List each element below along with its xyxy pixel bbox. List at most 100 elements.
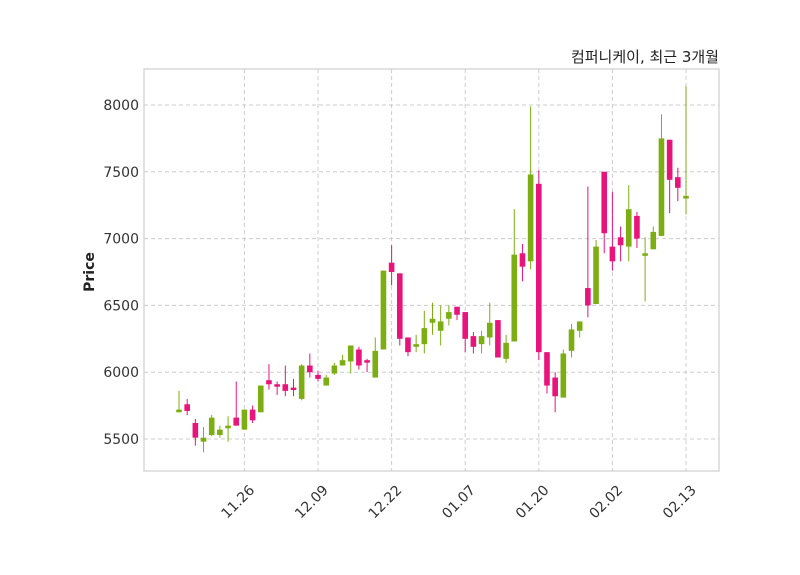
candle-body	[593, 246, 599, 305]
candle	[511, 209, 518, 342]
candle-body	[650, 231, 657, 250]
x-tick-label: 12.22	[366, 482, 406, 522]
candle-body	[544, 352, 550, 386]
candle	[290, 378, 297, 397]
candle-body	[307, 365, 313, 373]
candle-body	[437, 321, 444, 331]
candle	[593, 239, 599, 305]
candle-body	[217, 429, 223, 435]
candle	[274, 381, 280, 395]
candle	[282, 365, 289, 397]
candle	[429, 302, 436, 335]
candle	[413, 334, 419, 353]
candle-body	[617, 237, 624, 246]
candle	[683, 86, 689, 215]
candle-body	[683, 195, 689, 199]
candle	[634, 211, 640, 248]
candle	[257, 385, 264, 413]
candle-body	[536, 183, 542, 353]
candle	[585, 186, 591, 318]
candle-body	[585, 288, 591, 306]
y-axis-label: Price	[82, 252, 98, 292]
candle	[208, 414, 215, 437]
candle-body	[388, 262, 395, 272]
candle	[396, 273, 403, 346]
candle-body	[527, 174, 534, 262]
y-tick-label: 5500	[103, 432, 139, 448]
candle	[356, 346, 362, 370]
candle-body	[249, 409, 256, 421]
y-axis-ticks: 5500 6000 6500 7000 7500 8000	[103, 98, 139, 448]
candle	[560, 349, 567, 398]
candle-body	[478, 336, 485, 345]
candle-body	[642, 253, 648, 256]
candle-body	[347, 345, 354, 362]
candle	[176, 390, 182, 413]
candle	[347, 345, 354, 374]
x-tick-label: 12.09	[292, 482, 332, 522]
candle	[437, 305, 444, 346]
candle	[241, 409, 248, 430]
y-tick-label: 7000	[103, 232, 139, 248]
candle-body	[625, 209, 632, 247]
candle-body	[454, 306, 460, 315]
candle	[462, 312, 469, 353]
y-tick-label: 7500	[103, 165, 139, 181]
y-tick-label: 8000	[103, 98, 139, 114]
candle-body	[184, 404, 190, 411]
candle	[380, 270, 387, 350]
candle-body	[396, 273, 403, 339]
candle-body	[658, 138, 665, 236]
x-tick-label: 02.02	[586, 482, 626, 522]
candle	[470, 332, 477, 354]
candle-body	[176, 409, 182, 413]
candle-body	[323, 377, 329, 386]
x-tick-label: 02.13	[660, 482, 700, 522]
candle-body	[331, 365, 338, 374]
candle	[364, 358, 370, 373]
candle	[568, 324, 575, 358]
candle-body	[356, 349, 362, 366]
candle-body	[503, 342, 509, 359]
y-tick-label: 6000	[103, 365, 139, 381]
candle-body	[225, 425, 231, 429]
candle-body	[576, 321, 583, 331]
x-tick-label: 11.26	[219, 482, 259, 522]
candle-body	[233, 417, 240, 426]
x-tick-label: 01.07	[439, 482, 479, 522]
candle-body	[519, 253, 526, 267]
candle	[405, 337, 411, 357]
chart-title: 컴퍼니케이, 최근 3개월	[571, 48, 719, 66]
candle	[650, 226, 657, 250]
candle-body	[208, 417, 215, 435]
candle-body	[462, 312, 469, 339]
candle	[307, 353, 313, 378]
candle-body	[380, 270, 387, 350]
candle-body	[429, 318, 436, 323]
candle-body	[486, 322, 493, 338]
candle	[249, 405, 256, 423]
candle-body	[372, 350, 379, 378]
candle-body	[634, 215, 640, 239]
candle	[503, 334, 509, 363]
plot-area	[143, 68, 720, 472]
candle	[298, 364, 305, 401]
candle-body	[666, 139, 673, 180]
candle-body	[470, 336, 477, 347]
candle	[421, 310, 428, 354]
candle-body	[495, 320, 501, 358]
candle-body	[192, 422, 199, 438]
candle-body	[364, 360, 370, 363]
candle	[266, 364, 272, 390]
candle	[184, 398, 190, 415]
candle-body	[266, 380, 272, 385]
candle	[486, 302, 493, 346]
candle-body	[609, 246, 616, 262]
candle	[666, 139, 673, 214]
candle-body	[560, 353, 567, 398]
candle-body	[511, 254, 518, 342]
candle	[217, 425, 223, 438]
y-tick-label: 6500	[103, 298, 139, 314]
candle-body	[241, 409, 248, 430]
